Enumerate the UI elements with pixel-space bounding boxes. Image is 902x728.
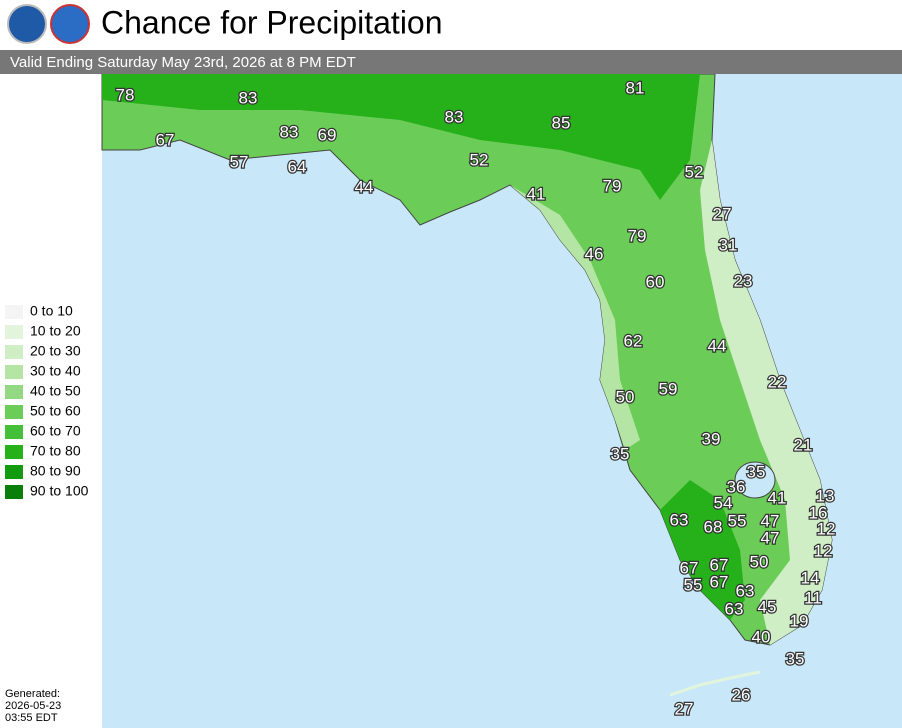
pop-label: 46 [585, 244, 604, 263]
pop-label: 67 [710, 572, 729, 591]
legend-swatch [5, 325, 23, 339]
pop-label: 52 [685, 162, 704, 181]
generated-text: 2026-05-23 [5, 700, 61, 712]
wet-zone [660, 480, 745, 620]
pop-label: 44 [708, 336, 727, 355]
subtitle: Valid Ending Saturday May 23rd, 2026 at … [10, 54, 356, 71]
coast-zone [510, 185, 640, 450]
pop-label: 47 [761, 528, 780, 547]
legend-label: 30 to 40 [30, 363, 81, 379]
pop-label: 83 [445, 107, 464, 126]
legend-swatch [5, 425, 23, 439]
legend-swatch [5, 305, 23, 319]
pop-label: 41 [527, 184, 546, 203]
pop-label: 44 [355, 177, 374, 196]
pop-label: 12 [814, 541, 833, 560]
legend-swatch [5, 405, 23, 419]
pop-label: 81 [626, 78, 645, 97]
pop-label: 45 [758, 597, 777, 616]
pop-label: 35 [786, 649, 805, 668]
title: Chance for Precipitation [101, 4, 443, 40]
pop-label: 47 [761, 511, 780, 530]
subtitle-bar [0, 50, 902, 74]
pop-label: 40 [752, 627, 771, 646]
noaa-logo [7, 4, 47, 44]
pop-label: 39 [702, 429, 721, 448]
pop-label: 55 [684, 575, 703, 594]
nws-logo [50, 4, 90, 44]
pop-label: 11 [804, 588, 822, 607]
pop-label: 62 [624, 331, 643, 350]
pop-label: 60 [646, 272, 665, 291]
pop-label: 26 [732, 685, 751, 704]
pop-label: 69 [318, 125, 337, 144]
pop-label: 23 [734, 271, 753, 290]
pop-label: 63 [670, 510, 689, 529]
pop-label: 36 [727, 477, 746, 496]
pop-label: 13 [816, 486, 835, 505]
pop-label: 78 [116, 85, 135, 104]
pop-label: 12 [817, 519, 836, 538]
legend-label: 10 to 20 [30, 323, 81, 339]
generated-text: 03:55 EDT [5, 712, 58, 724]
pop-label: 85 [552, 113, 571, 132]
legend-label: 70 to 80 [30, 443, 81, 459]
pop-label: 19 [790, 611, 809, 630]
pop-label: 35 [611, 444, 630, 463]
legend-swatch [5, 385, 23, 399]
pop-label: 41 [768, 488, 787, 507]
dry-zone [700, 140, 832, 645]
pop-label: 27 [713, 204, 732, 223]
legend-swatch [5, 465, 23, 479]
pop-label: 64 [288, 157, 307, 176]
legend-label: 50 to 60 [30, 403, 81, 419]
legend-label: 0 to 10 [30, 303, 73, 319]
legend-swatch [5, 485, 23, 499]
pop-label: 67 [156, 130, 175, 149]
pop-label: 83 [280, 122, 299, 141]
header [0, 0, 902, 50]
pop-label: 27 [675, 699, 694, 718]
wet-zone [102, 74, 700, 200]
lake [734, 461, 776, 499]
pop-label: 21 [794, 435, 813, 454]
legend-swatch [5, 445, 23, 459]
pop-label: 63 [736, 581, 755, 600]
legend-label: 80 to 90 [30, 463, 81, 479]
pop-label: 14 [801, 568, 820, 587]
legend-swatch [5, 365, 23, 379]
pop-label: 79 [628, 226, 647, 245]
pop-label: 16 [809, 503, 828, 522]
keys [669, 670, 761, 697]
pop-label: 22 [768, 372, 787, 391]
pop-label: 50 [750, 552, 769, 571]
legend-label: 60 to 70 [30, 423, 81, 439]
legend-swatch [5, 345, 23, 359]
pop-label: 52 [470, 150, 489, 169]
legend-label: 90 to 100 [30, 483, 89, 499]
pop-label: 79 [603, 176, 622, 195]
generated-text: Generated: [5, 688, 60, 700]
pop-label: 54 [714, 493, 733, 512]
pop-label: 68 [704, 517, 723, 536]
legend-label: 20 to 30 [30, 343, 81, 359]
pop-label: 57 [230, 152, 249, 171]
pop-label: 67 [710, 555, 729, 574]
legend-label: 40 to 50 [30, 383, 81, 399]
pop-label: 35 [747, 462, 766, 481]
pop-label: 31 [719, 235, 738, 254]
pop-label: 67 [680, 558, 699, 577]
pop-label: 59 [659, 379, 678, 398]
pop-label: 55 [728, 511, 747, 530]
pop-label: 50 [616, 387, 635, 406]
pop-label: 63 [725, 599, 744, 618]
pop-label: 83 [239, 88, 258, 107]
